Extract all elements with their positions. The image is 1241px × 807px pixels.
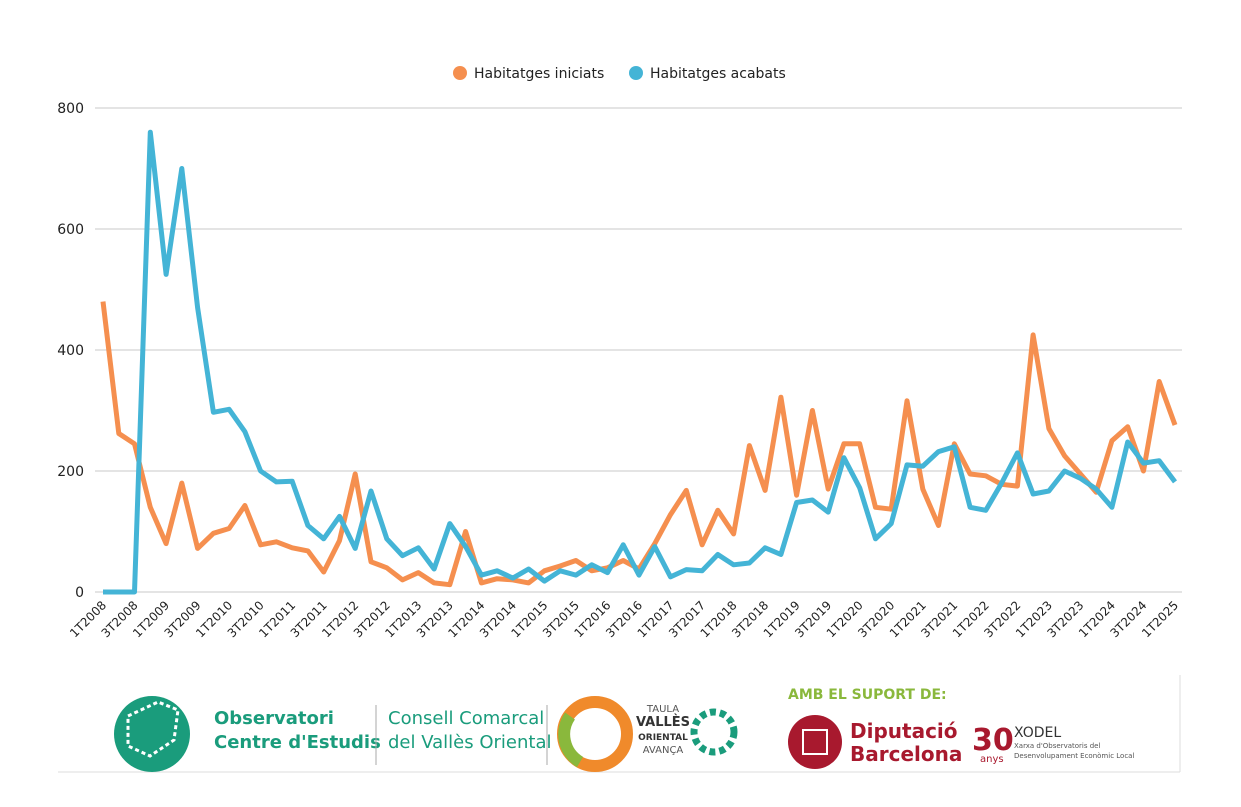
legend-label: Habitatges acabats bbox=[650, 66, 786, 82]
xodel-number: 30 bbox=[972, 723, 1014, 758]
consell-name: Consell Comarcal bbox=[388, 708, 544, 729]
legend-swatch bbox=[629, 66, 643, 80]
legend-swatch bbox=[453, 66, 467, 80]
xodel-name: XODEL bbox=[1014, 725, 1061, 741]
xodel-anys: anys bbox=[980, 754, 1004, 765]
suport-label: AMB EL SUPORT DE: bbox=[788, 687, 947, 703]
diputacio-name: Barcelona bbox=[850, 742, 962, 766]
xodel-desc: Desenvolupament Econòmic Local bbox=[1014, 752, 1134, 760]
observatori-logo bbox=[114, 696, 190, 772]
observatori-logo-map bbox=[126, 700, 180, 758]
observatori-name: Observatori bbox=[214, 708, 334, 729]
legend-label: Habitatges iniciats bbox=[474, 66, 604, 82]
y-tick-label: 800 bbox=[57, 101, 84, 117]
diputacio-name: Diputació bbox=[850, 719, 958, 743]
taula-text: AVANÇA bbox=[643, 745, 684, 756]
footer: Observatori Centre d'Estudis Consell Com… bbox=[58, 675, 1181, 773]
consell-name: del Vallès Oriental bbox=[388, 732, 552, 753]
taula-text: ORIENTAL bbox=[638, 733, 688, 743]
y-tick-label: 600 bbox=[57, 222, 84, 238]
y-tick-label: 400 bbox=[57, 343, 84, 359]
taula-text: TAULA bbox=[646, 704, 679, 715]
y-tick-label: 200 bbox=[57, 464, 84, 480]
diputacio-logo bbox=[788, 715, 842, 769]
taula-gear bbox=[690, 708, 738, 756]
xodel-desc: Xarxa d'Observatoris del bbox=[1014, 742, 1100, 750]
observatori-name: Centre d'Estudis bbox=[214, 732, 381, 753]
series-line bbox=[100, 301, 1178, 588]
taula-logo-arc bbox=[558, 712, 584, 768]
series-line bbox=[103, 129, 1178, 595]
diputacio-logo-shield bbox=[802, 729, 828, 755]
taula-text: VALLÈS bbox=[636, 714, 690, 730]
y-tick-label: 0 bbox=[75, 585, 84, 601]
